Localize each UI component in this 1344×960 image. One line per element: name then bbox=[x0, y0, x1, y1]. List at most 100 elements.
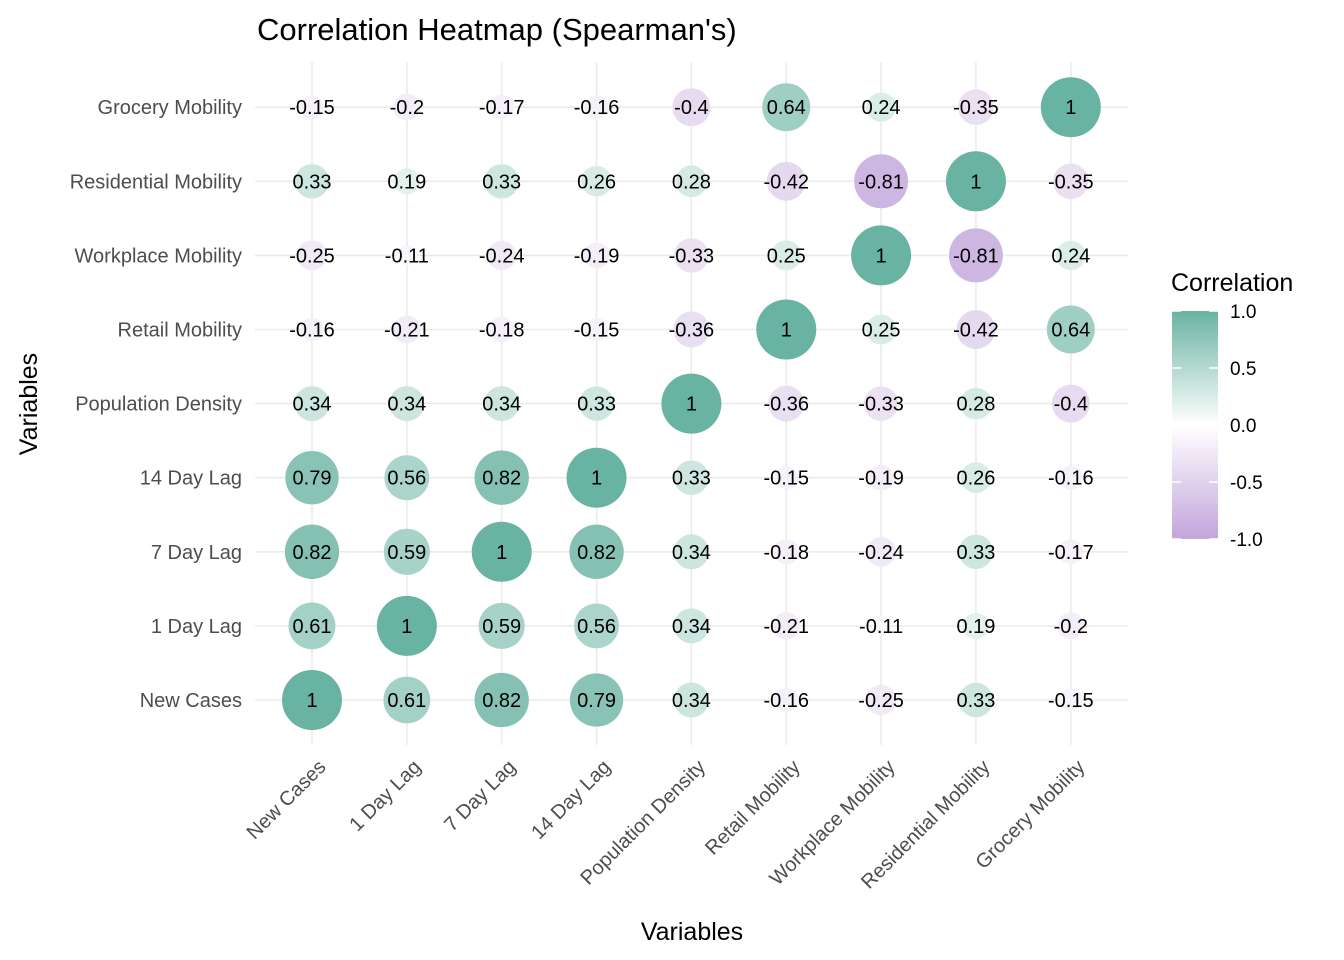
correlation-value-label: 0.79 bbox=[293, 468, 332, 490]
correlation-value-label: 1 bbox=[781, 320, 792, 342]
correlation-circle bbox=[960, 387, 992, 420]
legend-ticks: 1.0 0.5 0.0 -0.5 -1.0 bbox=[1172, 302, 1263, 551]
correlation-circle bbox=[768, 385, 805, 422]
correlation-circle bbox=[851, 225, 912, 286]
correlation-circle bbox=[866, 537, 896, 567]
x-tick-label: 14 Day Lag bbox=[527, 756, 615, 844]
correlation-value-label: 0.34 bbox=[672, 616, 711, 638]
correlation-value-label: 0.82 bbox=[482, 690, 521, 712]
correlation-circle bbox=[489, 94, 515, 120]
correlation-circle bbox=[772, 612, 800, 640]
correlation-value-label: 0.33 bbox=[482, 171, 521, 193]
correlation-value-label: -0.33 bbox=[669, 245, 715, 267]
correlation-value-label: -0.36 bbox=[669, 320, 715, 342]
correlation-circle bbox=[1059, 688, 1083, 712]
correlation-cell: -0.2 bbox=[1054, 612, 1088, 640]
correlation-value-label: -0.24 bbox=[858, 542, 904, 564]
correlation-circle bbox=[566, 447, 627, 508]
correlation-cell: -0.19 bbox=[858, 464, 904, 491]
correlation-value-label: -0.2 bbox=[1054, 616, 1088, 638]
correlation-cell: 0.64 bbox=[1046, 305, 1095, 354]
correlation-circle bbox=[284, 524, 340, 579]
correlation-circle bbox=[866, 92, 896, 122]
correlation-cell: -0.18 bbox=[479, 316, 525, 343]
correlation-value-label: 0.61 bbox=[293, 616, 332, 638]
correlation-cell: -0.25 bbox=[858, 685, 904, 715]
correlation-cell: 0.79 bbox=[285, 451, 339, 505]
correlation-cell: 0.33 bbox=[293, 164, 332, 199]
correlation-value-label: 0.34 bbox=[293, 394, 332, 416]
y-axis-title: Variables bbox=[15, 353, 43, 455]
correlation-circle bbox=[383, 676, 431, 724]
correlation-circle bbox=[474, 450, 529, 505]
correlation-cell: 0.34 bbox=[482, 386, 521, 422]
correlation-cell: -0.35 bbox=[953, 89, 999, 125]
correlation-circle bbox=[300, 95, 324, 119]
correlation-value-label: -0.18 bbox=[479, 320, 525, 342]
correlation-value-label: 0.59 bbox=[387, 542, 426, 564]
correlation-circle bbox=[1057, 612, 1085, 640]
correlation-value-label: -0.21 bbox=[384, 320, 430, 342]
correlation-circle bbox=[282, 670, 342, 730]
correlation-value-label: -0.35 bbox=[953, 97, 999, 119]
correlation-value-label: -0.24 bbox=[479, 245, 525, 267]
x-axis-title: Variables bbox=[641, 918, 743, 946]
correlation-circle bbox=[376, 595, 437, 656]
correlation-circle bbox=[962, 612, 990, 639]
correlation-cell: 0.64 bbox=[762, 83, 811, 132]
correlation-circle bbox=[673, 682, 709, 718]
correlation-circle bbox=[285, 451, 339, 505]
correlation-circle bbox=[297, 240, 327, 271]
correlation-value-label: 0.26 bbox=[956, 468, 995, 490]
correlation-circle bbox=[866, 685, 897, 715]
x-tick-label: Retail Mobility bbox=[701, 756, 805, 860]
correlation-cell: -0.21 bbox=[384, 315, 430, 344]
correlation-value-label: 1 bbox=[970, 171, 981, 193]
correlation-value-label: 0.33 bbox=[672, 468, 711, 490]
x-tick-label: 7 Day Lag bbox=[440, 756, 520, 836]
correlation-value-label: -0.4 bbox=[674, 97, 708, 119]
correlation-circle bbox=[956, 310, 996, 349]
correlation-value-label: -0.4 bbox=[1054, 394, 1088, 416]
correlation-circle bbox=[672, 88, 711, 127]
correlation-circle bbox=[474, 672, 529, 728]
correlation-circle bbox=[675, 165, 708, 198]
correlation-circle bbox=[960, 462, 992, 494]
correlation-cell: -0.15 bbox=[574, 317, 619, 342]
correlation-cell: -0.21 bbox=[763, 612, 809, 640]
correlation-value-label: 0.34 bbox=[672, 542, 711, 564]
correlation-circle bbox=[863, 386, 899, 421]
correlation-circle bbox=[487, 240, 517, 271]
correlation-cell: -0.16 bbox=[1048, 465, 1094, 490]
correlation-value-label: 0.64 bbox=[767, 97, 806, 119]
correlation-cell: -0.25 bbox=[289, 240, 335, 271]
legend-tick-label: -1.0 bbox=[1230, 530, 1263, 551]
correlation-value-label: 0.33 bbox=[293, 171, 332, 193]
correlation-cell: 0.33 bbox=[956, 534, 995, 570]
correlation-value-label: 0.64 bbox=[1051, 320, 1090, 342]
x-axis-tick-labels: New Cases 1 Day Lag 7 Day Lag 14 Day LagPop… bbox=[243, 756, 1090, 893]
correlation-value-label: 1 bbox=[591, 468, 602, 490]
correlation-circle bbox=[294, 164, 330, 199]
correlation-cell: 1 bbox=[376, 595, 437, 656]
correlation-circle bbox=[579, 386, 614, 421]
y-tick-label: Grocery Mobility bbox=[98, 97, 242, 119]
legend-tick-label: 0.0 bbox=[1230, 416, 1256, 437]
y-tick-label: Population Density bbox=[75, 394, 242, 416]
chart-title: Correlation Heatmap (Spearman's) bbox=[257, 12, 737, 47]
legend-tick-label: 1.0 bbox=[1230, 302, 1256, 323]
correlation-value-label: -0.81 bbox=[953, 245, 999, 267]
correlation-circle bbox=[674, 460, 709, 495]
correlation-circle bbox=[484, 164, 519, 199]
correlation-cell: -0.16 bbox=[763, 688, 809, 712]
correlation-cell: -0.18 bbox=[763, 539, 809, 565]
correlation-circle bbox=[958, 682, 994, 718]
correlation-value-label: 1 bbox=[686, 394, 697, 416]
correlation-cell: -0.81 bbox=[854, 154, 909, 209]
y-tick-label: Workplace Mobility bbox=[75, 245, 242, 267]
correlation-value-label: 0.24 bbox=[1051, 245, 1090, 267]
correlation-cell: 1 bbox=[1040, 77, 1101, 138]
correlation-cell: -0.36 bbox=[763, 385, 809, 422]
correlation-cell: 0.34 bbox=[672, 608, 711, 644]
